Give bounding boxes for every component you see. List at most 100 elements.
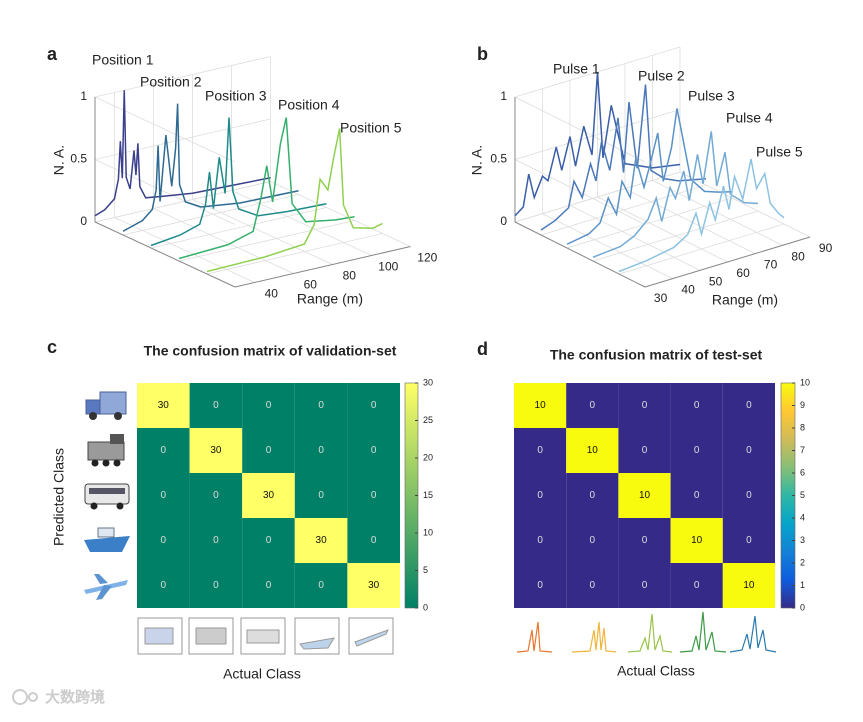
grid-line <box>122 194 299 236</box>
cell-label: 0 <box>590 490 596 501</box>
ship-icon <box>84 527 130 552</box>
cell <box>722 563 775 608</box>
z-axis-label: N. A. <box>51 145 67 175</box>
x-axis-label: Range (m) <box>712 292 778 308</box>
cell-label: 0 <box>318 445 324 456</box>
cell-label: 0 <box>642 400 648 411</box>
grid-line <box>618 223 785 275</box>
cell-label: 0 <box>371 400 377 411</box>
colorbar-tick-label: 4 <box>800 512 805 522</box>
grid-line <box>153 208 294 274</box>
cell <box>514 473 567 518</box>
cell-label: 0 <box>318 490 324 501</box>
z-tick-label: 1 <box>80 89 87 103</box>
cell <box>566 383 619 428</box>
series-line <box>150 117 327 247</box>
cell <box>670 428 723 473</box>
cell <box>242 473 295 518</box>
cell <box>347 428 400 473</box>
cell <box>294 428 348 473</box>
grid-line <box>231 190 372 256</box>
grid-line <box>206 233 383 275</box>
series-label: Pulse 5 <box>756 144 803 160</box>
grid-line <box>114 217 255 283</box>
grid-line <box>679 171 811 238</box>
cell-label: 30 <box>316 535 328 546</box>
colorbar-tick-label: 1 <box>800 580 805 590</box>
cell <box>137 473 190 518</box>
cell <box>670 383 723 428</box>
series-label: Pulse 3 <box>688 88 735 104</box>
cell-label: 30 <box>210 445 222 456</box>
colorbar-tick-label: 25 <box>423 415 433 425</box>
cell <box>618 428 671 473</box>
series-line <box>122 103 299 232</box>
axis-line <box>514 221 646 288</box>
cell <box>514 428 567 473</box>
grid-line <box>592 210 759 262</box>
grid-line <box>597 196 728 263</box>
chart-title: The confusion matrix of validation-set <box>144 343 397 359</box>
cell <box>137 563 190 608</box>
series-line <box>178 117 355 260</box>
z-axis-label: N. A. <box>469 145 485 175</box>
cell <box>189 473 243 518</box>
cell <box>189 383 243 428</box>
grid-line <box>540 184 707 236</box>
z-tick-label: 1 <box>500 89 507 103</box>
cell <box>566 428 619 473</box>
cell-label: 0 <box>213 580 219 591</box>
cell-label: 0 <box>642 445 648 456</box>
grid-line <box>514 96 646 163</box>
cell <box>137 428 190 473</box>
cell <box>722 473 775 518</box>
watermark-logo <box>12 689 38 705</box>
axis-line <box>644 236 811 288</box>
x-tick-label: 30 <box>654 291 668 305</box>
cell <box>347 383 400 428</box>
series-label: Position 4 <box>278 97 340 113</box>
colorbar-tick-label: 3 <box>800 535 805 545</box>
x-tick-label: 80 <box>343 268 357 282</box>
cell-label: 0 <box>746 490 752 501</box>
x-tick-label: 80 <box>791 249 805 263</box>
colorbar-tick-label: 30 <box>423 377 433 387</box>
actual-class-thumbnails <box>137 617 394 655</box>
cell <box>189 428 243 473</box>
x-tick-label: 60 <box>736 266 750 280</box>
cell <box>722 428 775 473</box>
series-line <box>94 90 271 217</box>
cell <box>137 518 190 563</box>
x-axis-label: Actual Class <box>223 666 301 682</box>
panel-letter: b <box>477 44 488 64</box>
series-label: Position 2 <box>140 74 202 90</box>
cell <box>242 563 295 608</box>
grid-line <box>192 199 333 265</box>
cell-label: 0 <box>537 580 543 591</box>
colorbar-tick-label: 15 <box>423 490 433 500</box>
series-line <box>566 108 733 245</box>
grid-line <box>542 213 673 280</box>
cell-label: 0 <box>537 535 543 546</box>
cell-label: 0 <box>371 535 377 546</box>
cell <box>242 428 295 473</box>
series-label: Pulse 4 <box>726 110 773 126</box>
series-label: Position 5 <box>340 120 402 136</box>
truck-icon <box>85 391 127 420</box>
x-tick-label: 40 <box>265 286 279 300</box>
cell-label: 0 <box>642 580 648 591</box>
cell-label: 0 <box>746 535 752 546</box>
cell <box>242 518 295 563</box>
cell <box>618 383 671 428</box>
colorbar-tick-label: 8 <box>800 422 805 432</box>
cell-label: 0 <box>318 580 324 591</box>
cell <box>189 518 243 563</box>
cell-label: 0 <box>371 490 377 501</box>
colorbar-tick-label: 20 <box>423 452 433 462</box>
x-tick-label: 120 <box>417 250 437 264</box>
cell <box>514 518 567 563</box>
cell-label: 0 <box>642 535 648 546</box>
cell-label: 10 <box>587 445 599 456</box>
series-label: Pulse 1 <box>553 61 600 77</box>
colorbar-tick-label: 10 <box>800 377 810 387</box>
